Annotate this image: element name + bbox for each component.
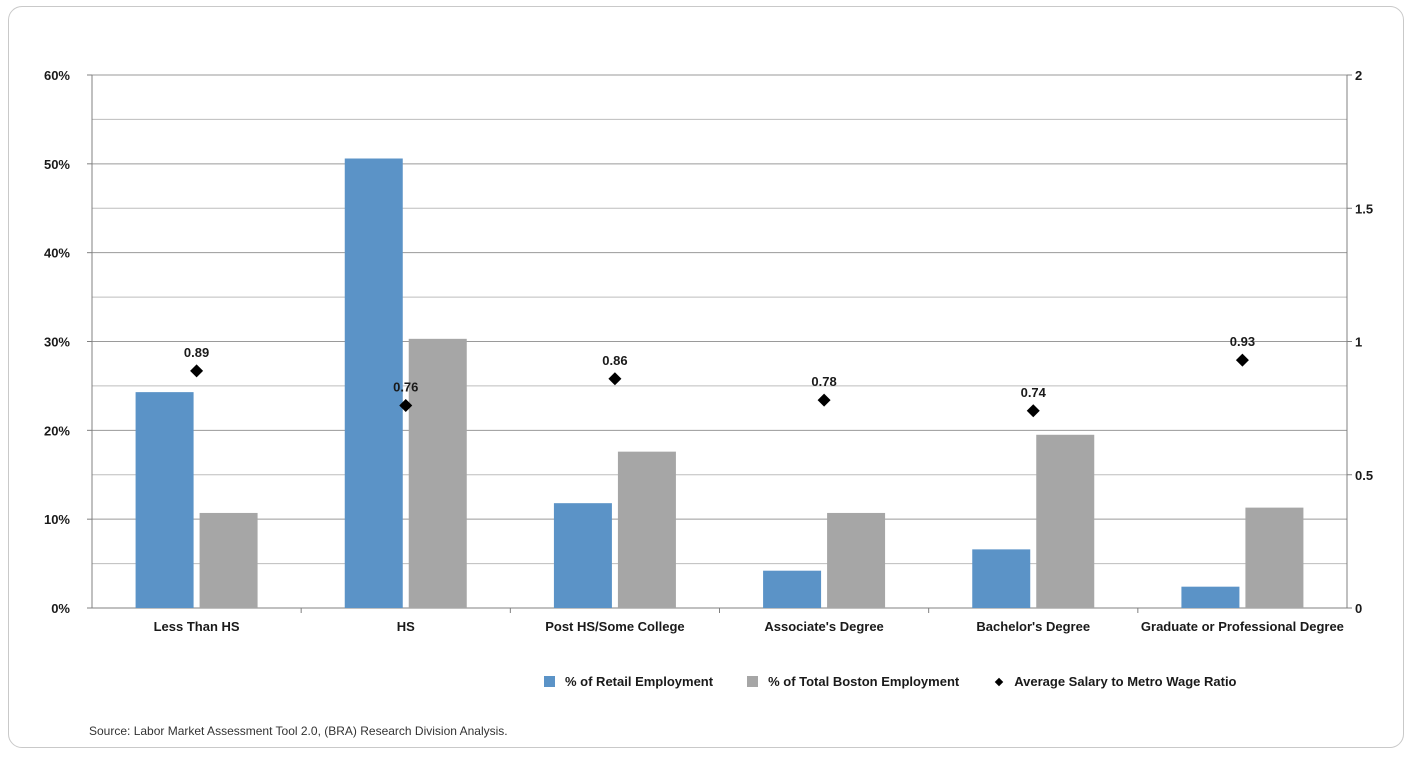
bar-retail bbox=[1181, 586, 1240, 608]
bar-retail bbox=[553, 503, 612, 608]
bar-retail bbox=[972, 549, 1031, 608]
bar-boston bbox=[1036, 434, 1095, 608]
y-right-tick-label: 0 bbox=[1355, 601, 1362, 616]
ratio-data-label: 0.86 bbox=[602, 353, 627, 368]
x-category-label: Associate's Degree bbox=[764, 619, 883, 634]
bar-boston bbox=[827, 512, 886, 608]
y-right-tick-label: 1.5 bbox=[1355, 201, 1373, 216]
legend: % of Retail Employment % of Total Boston… bbox=[544, 674, 1237, 689]
bar-boston bbox=[617, 451, 676, 608]
ratio-marker bbox=[817, 393, 831, 407]
x-category-label: Less Than HS bbox=[154, 619, 240, 634]
x-category-label: Bachelor's Degree bbox=[976, 619, 1090, 634]
y-left-tick-label: 60% bbox=[44, 68, 70, 83]
y-right-tick-label: 1 bbox=[1355, 335, 1362, 350]
bar-boston bbox=[408, 338, 467, 608]
ratio-marker bbox=[190, 364, 204, 378]
ratio-marker bbox=[1026, 404, 1040, 418]
legend-item-retail: % of Retail Employment bbox=[544, 674, 713, 689]
y-left-tick-label: 30% bbox=[44, 335, 70, 350]
ratio-data-label: 0.74 bbox=[1021, 385, 1047, 400]
ratio-marker bbox=[1235, 353, 1249, 367]
y-left-tick-label: 10% bbox=[44, 512, 70, 527]
chart-frame bbox=[8, 6, 1404, 748]
y-left-tick-label: 20% bbox=[44, 423, 70, 438]
bar-retail bbox=[344, 158, 403, 608]
legend-label-retail: % of Retail Employment bbox=[565, 674, 714, 689]
y-left-tick-label: 0% bbox=[51, 601, 70, 616]
legend-label-ratio: Average Salary to Metro Wage Ratio bbox=[1014, 674, 1237, 689]
ratio-data-label: 0.76 bbox=[393, 379, 418, 394]
y-right-tick-label: 0.5 bbox=[1355, 468, 1373, 483]
legend-item-boston: % of Total Boston Employment bbox=[747, 674, 959, 689]
ratio-data-label: 0.93 bbox=[1230, 334, 1255, 349]
ratio-data-label: 0.89 bbox=[184, 345, 209, 360]
source-note: Source: Labor Market Assessment Tool 2.0… bbox=[89, 724, 508, 738]
legend-swatch-boston bbox=[747, 676, 759, 687]
y-right-tick-label: 2 bbox=[1355, 68, 1362, 83]
y-left-tick-label: 50% bbox=[44, 157, 70, 172]
legend-item-ratio: Average Salary to Metro Wage Ratio bbox=[993, 674, 1237, 689]
legend-label-boston: % of Total Boston Employment bbox=[768, 674, 960, 689]
x-category-label: HS bbox=[397, 619, 415, 634]
ratio-marker bbox=[608, 372, 622, 386]
x-category-label: Post HS/Some College bbox=[545, 619, 684, 634]
x-category-label: Graduate or Professional Degree bbox=[1141, 619, 1344, 634]
bar-boston bbox=[199, 512, 258, 608]
ratio-data-label: 0.78 bbox=[811, 374, 836, 389]
bar-retail bbox=[135, 392, 194, 608]
bar-boston bbox=[1245, 507, 1304, 608]
ratio-marker bbox=[399, 398, 413, 412]
legend-swatch-retail bbox=[544, 676, 555, 687]
legend-diamond-icon bbox=[994, 677, 1004, 686]
bar-retail bbox=[763, 570, 822, 608]
y-left-tick-label: 40% bbox=[44, 246, 70, 261]
